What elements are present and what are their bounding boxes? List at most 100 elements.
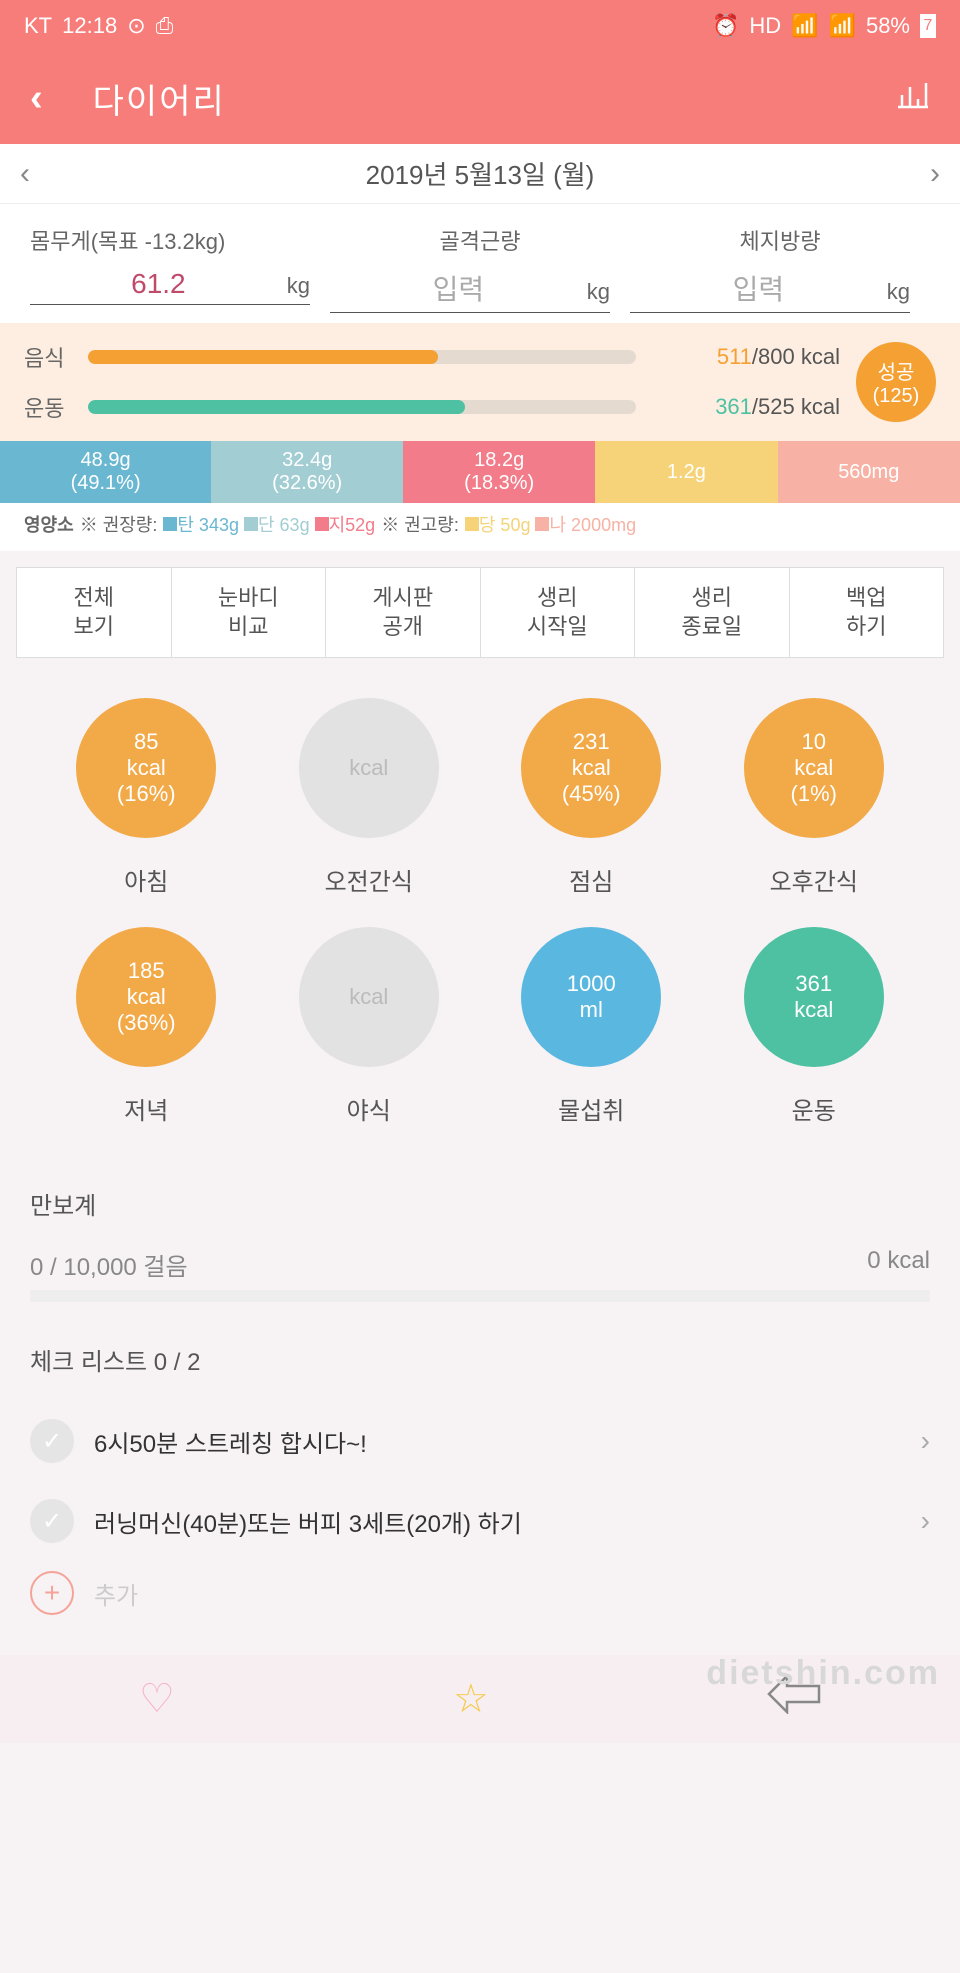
meal-name: 오전간식	[325, 862, 413, 897]
status-bar: KT 12:18 ⊙ ⎙ ⏰ HD 📶 📶 58% 7	[0, 0, 960, 52]
hd-icon: HD	[749, 13, 781, 39]
meal-item[interactable]: 231kcal(45%) 점심	[485, 698, 698, 897]
exercise-bar	[88, 400, 636, 414]
status-icon: ⎙	[156, 13, 174, 39]
star-icon[interactable]: ☆	[453, 1676, 489, 1722]
meal-circle: 185kcal(36%)	[76, 927, 216, 1067]
meal-item[interactable]: 1000ml 물섭취	[485, 927, 698, 1126]
success-badge: 성공 (125)	[856, 342, 936, 422]
meal-name: 아침	[124, 862, 168, 897]
heart-icon[interactable]: ♡	[139, 1676, 175, 1722]
meal-name: 운동	[792, 1091, 836, 1126]
muscle-metric[interactable]: 골격근량 입력 kg	[330, 224, 630, 313]
pedometer-bar	[30, 1290, 930, 1302]
meal-name: 오후간식	[770, 862, 858, 897]
page-title: 다이어리	[93, 74, 896, 123]
muscle-label: 골격근량	[330, 224, 630, 256]
bottom-nav: dietshin.com ♡ ☆	[0, 1655, 960, 1743]
checklist-item[interactable]: ✓ 6시50분 스트레칭 합시다~! ›	[30, 1401, 930, 1481]
wifi-icon: 📶	[791, 13, 818, 39]
meal-name: 저녁	[124, 1091, 168, 1126]
tab[interactable]: 백업하기	[790, 568, 944, 657]
meal-item[interactable]: 10kcal(1%) 오후간식	[708, 698, 921, 897]
pedometer-steps: 0 / 10,000 걸음	[30, 1247, 188, 1282]
checklist-section: 체크 리스트 0 / 2 ✓ 6시50분 스트레칭 합시다~! › ✓ 러닝머신(40분…	[0, 1312, 960, 1655]
meal-name: 물섭취	[558, 1091, 624, 1126]
meal-item[interactable]: kcal 야식	[263, 927, 476, 1126]
chart-button[interactable]	[896, 81, 930, 116]
checklist-item[interactable]: ✓ 러닝머신(40분)또는 버피 3세트(20개) 하기 ›	[30, 1481, 930, 1561]
calorie-summary: 음식 511/800 kcal 운동 361/525 kcal 성공 (125)	[0, 323, 960, 441]
plus-icon: +	[30, 1571, 74, 1615]
checklist-title: 체크 리스트 0 / 2	[30, 1342, 930, 1377]
food-text: 511/800 kcal	[650, 344, 840, 370]
meal-circle: 231kcal(45%)	[521, 698, 661, 838]
weight-metric[interactable]: 몸무게(목표 -13.2kg) 61.2 kg	[30, 224, 330, 313]
fat-metric[interactable]: 체지방량 입력 kg	[630, 224, 930, 313]
weight-value: 61.2	[30, 268, 287, 300]
meal-circle: 10kcal(1%)	[744, 698, 884, 838]
meal-item[interactable]: 85kcal(16%) 아침	[40, 698, 253, 897]
exercise-text: 361/525 kcal	[650, 394, 840, 420]
meal-circle: kcal	[299, 698, 439, 838]
check-icon[interactable]: ✓	[30, 1499, 74, 1543]
nutrient-breakdown-bar: 48.9g(49.1%)32.4g(32.6%)18.2g(18.3%)1.2g…	[0, 441, 960, 503]
meal-circle: 1000ml	[521, 927, 661, 1067]
meal-item[interactable]: 185kcal(36%) 저녁	[40, 927, 253, 1126]
nutrient-segment: 18.2g(18.3%)	[403, 441, 595, 503]
food-calorie-row: 음식 511/800 kcal	[24, 341, 840, 373]
prev-day-button[interactable]: ‹	[20, 157, 30, 191]
back-button[interactable]: ‹	[30, 77, 43, 120]
add-checklist-item[interactable]: + 추가	[30, 1561, 930, 1625]
meal-circle: kcal	[299, 927, 439, 1067]
pedometer-section: 만보계 0 / 10,000 걸음 0 kcal	[0, 1156, 960, 1312]
alarm-icon: ⏰	[712, 13, 739, 39]
tabs: 전체보기눈바디비교게시판공개생리시작일생리종료일백업하기	[16, 567, 944, 658]
signal-icon: 📶	[829, 13, 856, 39]
food-bar	[88, 350, 636, 364]
meal-circle: 361kcal	[744, 927, 884, 1067]
watermark: dietshin.com	[706, 1654, 940, 1693]
nutrient-segment: 48.9g(49.1%)	[0, 441, 211, 503]
nutrient-segment: 560mg	[778, 441, 960, 503]
meal-item[interactable]: kcal 오전간식	[263, 698, 476, 897]
clock: 12:18	[62, 13, 117, 39]
next-day-button[interactable]: ›	[930, 157, 940, 191]
tab[interactable]: 게시판공개	[326, 568, 481, 657]
check-icon[interactable]: ✓	[30, 1419, 74, 1463]
check-text: 러닝머신(40분)또는 버피 3세트(20개) 하기	[94, 1504, 901, 1539]
nutrient-segment: 32.4g(32.6%)	[211, 441, 403, 503]
body-metrics: 몸무게(목표 -13.2kg) 61.2 kg 골격근량 입력 kg 체지방량 …	[0, 204, 960, 323]
weight-unit: kg	[287, 273, 310, 299]
exercise-calorie-row: 운동 361/525 kcal	[24, 391, 840, 423]
chevron-right-icon: ›	[921, 1425, 930, 1457]
date-navigator: ‹ 2019년 5월13일 (월) ›	[0, 144, 960, 204]
status-icon: ⊙	[127, 13, 145, 39]
pedometer-kcal: 0 kcal	[867, 1247, 930, 1282]
check-text: 6시50분 스트레칭 합시다~!	[94, 1424, 901, 1459]
food-label: 음식	[24, 341, 74, 373]
nutrient-legend: 영양소 ※ 권장량: 탄 343g 단 63g 지52g ※ 권고량: 당 50…	[0, 503, 960, 551]
current-date[interactable]: 2019년 5월13일 (월)	[30, 155, 930, 192]
meal-item[interactable]: 361kcal 운동	[708, 927, 921, 1126]
carrier: KT	[24, 13, 52, 39]
nutrient-segment: 1.2g	[595, 441, 777, 503]
muscle-placeholder: 입력	[330, 268, 587, 308]
meal-name: 야식	[347, 1091, 391, 1126]
weight-label: 몸무게(목표 -13.2kg)	[30, 224, 330, 256]
meal-grid: 85kcal(16%) 아침 kcal 오전간식 231kcal(45%) 점심 10kca…	[0, 658, 960, 1156]
app-header: ‹ 다이어리	[0, 52, 960, 144]
fat-label: 체지방량	[630, 224, 930, 256]
fat-unit: kg	[887, 279, 910, 305]
meal-circle: 85kcal(16%)	[76, 698, 216, 838]
muscle-unit: kg	[587, 279, 610, 305]
pedometer-title: 만보계	[30, 1186, 930, 1221]
exercise-label: 운동	[24, 391, 74, 423]
tab[interactable]: 생리종료일	[635, 568, 790, 657]
meal-name: 점심	[569, 862, 613, 897]
tab[interactable]: 눈바디비교	[172, 568, 327, 657]
battery-icon: 7	[920, 14, 936, 38]
chevron-right-icon: ›	[921, 1505, 930, 1537]
tab[interactable]: 전체보기	[17, 568, 172, 657]
tab[interactable]: 생리시작일	[481, 568, 636, 657]
